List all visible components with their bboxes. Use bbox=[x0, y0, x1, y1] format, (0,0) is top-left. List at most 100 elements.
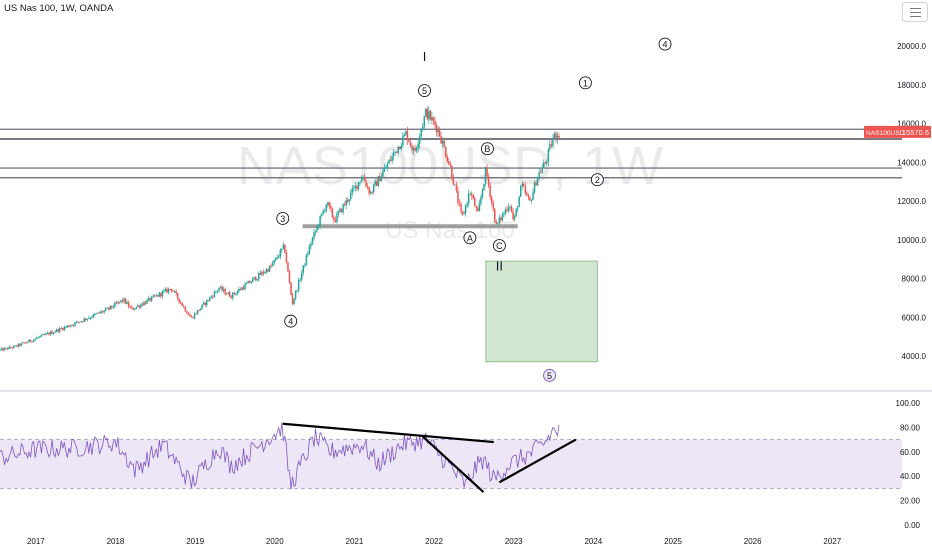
candle-body bbox=[242, 287, 245, 290]
chart-menu-button[interactable] bbox=[902, 2, 928, 22]
candle-body bbox=[441, 140, 444, 144]
candle-body bbox=[284, 244, 286, 253]
candle-body bbox=[308, 246, 311, 254]
candle-body bbox=[544, 162, 547, 164]
candle-body bbox=[86, 318, 89, 320]
candle-body bbox=[3, 348, 6, 351]
candle-body bbox=[71, 324, 73, 326]
candle-body bbox=[376, 181, 378, 186]
candle-body bbox=[111, 305, 113, 308]
candle-body bbox=[281, 248, 283, 251]
candle-body bbox=[256, 279, 259, 281]
candle-body bbox=[374, 181, 377, 185]
candle-body bbox=[539, 172, 542, 174]
rsi-axis-tick-label: 40.00 bbox=[900, 472, 921, 481]
time-axis-tick-label: 2027 bbox=[823, 537, 841, 546]
wave-label-circle[interactable] bbox=[543, 368, 557, 382]
candle-body bbox=[54, 331, 56, 333]
target-zone-box[interactable] bbox=[485, 260, 598, 363]
time-axis-tick-label: 2025 bbox=[664, 537, 682, 546]
price-axis-tick-label: 8000.0 bbox=[902, 275, 927, 284]
candle-body bbox=[513, 215, 516, 220]
candle-body bbox=[409, 142, 412, 146]
candle-body bbox=[273, 259, 275, 264]
candle-body bbox=[549, 144, 551, 150]
candle-body bbox=[232, 292, 234, 299]
candle-body bbox=[187, 313, 190, 315]
wave-label-circle[interactable] bbox=[492, 239, 506, 253]
candle-body bbox=[114, 302, 116, 307]
rsi-trendline[interactable] bbox=[421, 435, 485, 493]
wave-label: A bbox=[467, 233, 473, 243]
candle-body bbox=[438, 128, 441, 137]
candle-body bbox=[299, 279, 301, 281]
price-axis-tick-label: 4000.0 bbox=[902, 352, 927, 361]
candle-body bbox=[478, 203, 481, 212]
candle-body bbox=[542, 162, 545, 168]
candle-body bbox=[327, 202, 329, 205]
candle-body bbox=[486, 167, 488, 177]
candle-body bbox=[395, 151, 398, 153]
rsi-axis-tick-label: 80.00 bbox=[900, 423, 921, 432]
rsi-trendline[interactable] bbox=[282, 422, 494, 444]
candle-body bbox=[207, 300, 210, 301]
candle-body bbox=[91, 317, 93, 318]
rsi-line[interactable] bbox=[0, 422, 560, 490]
candle-body bbox=[265, 269, 268, 273]
candle-body bbox=[349, 192, 352, 200]
candle-body bbox=[495, 221, 498, 224]
candle-body bbox=[69, 325, 72, 327]
candle-body bbox=[524, 186, 527, 194]
candle-body bbox=[20, 343, 23, 346]
price-axis-tick-label: 16000.0 bbox=[897, 120, 926, 129]
candle-body bbox=[218, 288, 220, 291]
wave-label-circle[interactable] bbox=[480, 142, 494, 156]
candle-body bbox=[144, 302, 147, 304]
candle-body bbox=[216, 290, 219, 292]
candle-body bbox=[80, 321, 82, 322]
candle-body bbox=[127, 302, 130, 307]
candle-body bbox=[175, 291, 177, 294]
candle-body bbox=[538, 172, 540, 177]
candle-body bbox=[75, 321, 78, 323]
candle-body bbox=[120, 300, 122, 302]
wave-label-circle[interactable] bbox=[284, 314, 298, 328]
candle-body bbox=[245, 283, 248, 285]
candle-body bbox=[72, 324, 75, 326]
wave-label-circle[interactable] bbox=[578, 76, 592, 90]
candle-body bbox=[411, 145, 413, 151]
candle-body bbox=[351, 188, 354, 193]
candle-body bbox=[52, 332, 55, 334]
wave-label-circle[interactable] bbox=[463, 231, 477, 245]
candle-body bbox=[92, 314, 95, 318]
candle-body bbox=[435, 125, 438, 133]
candle-body bbox=[512, 211, 514, 220]
candle-body bbox=[100, 311, 102, 313]
menu-line-icon bbox=[910, 16, 921, 17]
candle-body bbox=[523, 183, 525, 187]
candle-body bbox=[417, 143, 419, 148]
candle-body bbox=[342, 204, 344, 213]
candle-body bbox=[97, 312, 99, 314]
candle-body bbox=[509, 206, 511, 208]
wave-label-circle[interactable] bbox=[658, 37, 672, 51]
candle-body bbox=[325, 204, 327, 211]
candle-body bbox=[225, 294, 228, 295]
candle-body bbox=[521, 183, 524, 187]
wave-label-circle[interactable] bbox=[418, 84, 431, 98]
candle-body bbox=[288, 271, 291, 283]
wave-label-circle[interactable] bbox=[276, 211, 290, 225]
wave-label: 3 bbox=[280, 214, 285, 224]
rsi-axis-tick-label: 100.00 bbox=[896, 399, 921, 408]
wave-label-circle[interactable] bbox=[590, 173, 604, 187]
candle-body bbox=[213, 291, 216, 298]
candle-body bbox=[421, 126, 424, 130]
candle-body bbox=[55, 329, 58, 332]
rsi-trendline[interactable] bbox=[498, 438, 577, 484]
wave-label: 5 bbox=[547, 371, 552, 381]
candle-body bbox=[346, 199, 349, 202]
candle-body bbox=[415, 147, 418, 151]
candle-body bbox=[2, 348, 4, 351]
candle-body bbox=[503, 213, 505, 215]
